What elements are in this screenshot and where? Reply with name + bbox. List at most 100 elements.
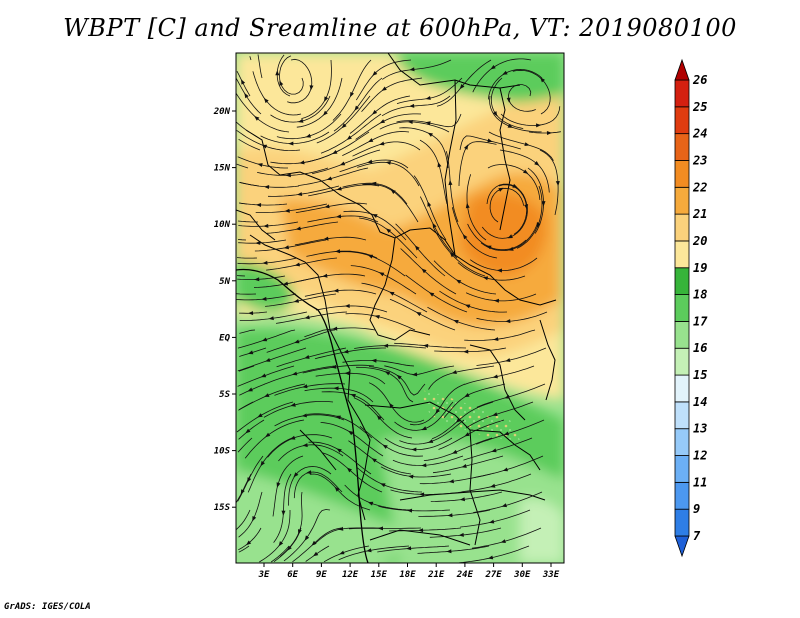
streamline-arrow — [503, 431, 510, 436]
colorbar-max-triangle — [674, 58, 690, 81]
streamline — [488, 131, 554, 161]
streamline-arrow — [334, 486, 340, 492]
streamline-arrow — [507, 123, 513, 128]
colorbar-label: 26 — [692, 73, 707, 87]
streamline — [236, 121, 250, 133]
streamline-arrow — [390, 189, 396, 194]
streamline-arrow — [502, 467, 508, 472]
streamline — [283, 509, 331, 562]
streamline-arrow — [376, 415, 382, 421]
streamline-arrow — [540, 77, 545, 83]
streamline-arrow — [313, 551, 319, 557]
streamline-arrow — [453, 320, 459, 324]
colorbar-segment — [674, 186, 690, 215]
streamline — [382, 59, 452, 80]
streamline — [236, 509, 251, 530]
lat-tick-label: 5S — [219, 390, 230, 400]
streamline — [465, 292, 537, 302]
streamline — [528, 131, 561, 134]
streamline — [306, 250, 378, 259]
colorbar-label: 16 — [693, 341, 707, 355]
streamline — [293, 471, 343, 499]
streamline-arrow — [332, 150, 338, 154]
lat-tick-label: EQ — [219, 333, 230, 343]
streamline — [357, 161, 420, 187]
streamline — [368, 366, 426, 396]
country-borders — [236, 53, 557, 546]
streamline-arrow — [381, 86, 387, 91]
streamline — [396, 77, 463, 104]
streamline — [342, 182, 408, 205]
streamline — [436, 59, 492, 107]
streamline — [304, 387, 374, 403]
streamline — [238, 365, 255, 372]
streamline — [395, 223, 446, 277]
field-speckle — [420, 390, 520, 440]
streamline-arrow — [372, 214, 378, 218]
streamline-arrow — [465, 202, 470, 209]
streamline-arrow — [371, 358, 377, 363]
streamline — [349, 95, 411, 134]
streamline-arrow — [254, 116, 260, 121]
lat-tick-label: 15N — [214, 164, 231, 174]
colorbar-segment — [674, 347, 690, 376]
streamline — [409, 383, 466, 426]
streamline-arrow — [423, 343, 429, 348]
streamline-arrow — [346, 467, 352, 473]
streamline — [270, 545, 290, 563]
streamline-arrow — [322, 273, 328, 278]
streamline-arrow — [268, 316, 274, 321]
streamline-arrow — [464, 304, 471, 309]
streamline — [322, 452, 383, 493]
streamline-arrow — [461, 464, 467, 468]
streamline-arrow — [379, 141, 385, 146]
streamline — [460, 509, 531, 528]
streamline-arrow — [366, 548, 372, 553]
streamline — [432, 455, 504, 474]
streamline-arrow — [296, 192, 303, 196]
colorbar-segment — [674, 133, 690, 161]
streamline — [236, 130, 301, 152]
streamline — [481, 203, 528, 239]
streamline — [507, 84, 536, 112]
streamline — [459, 545, 530, 563]
lon-tick-label: 18E — [399, 570, 416, 580]
streamline — [237, 275, 286, 281]
streamline — [384, 365, 455, 376]
streamline — [267, 434, 333, 458]
streamline — [378, 505, 451, 512]
streamline-arrow — [254, 277, 260, 282]
streamline — [472, 58, 532, 93]
streamline-arrow — [344, 371, 350, 376]
streamline-arrow — [496, 268, 502, 273]
streamline — [344, 484, 411, 511]
streamline — [237, 347, 307, 372]
streamline — [302, 364, 375, 374]
streamline-arrow — [262, 260, 268, 265]
streamline — [238, 221, 299, 227]
streamline — [259, 510, 291, 563]
streamline — [476, 419, 545, 445]
streamline — [306, 413, 373, 439]
streamline — [469, 257, 538, 271]
colorbar: 7 9 11 12 13 14 15 16 17 18 19 20 21 22 23 24 25 26 — [674, 58, 708, 558]
streamline-arrow — [302, 443, 308, 448]
streamline-arrow — [447, 513, 453, 518]
streamline — [451, 207, 498, 259]
streamline — [423, 437, 493, 461]
streamline-arrow — [427, 439, 434, 443]
streamline — [389, 298, 456, 331]
streamline — [512, 69, 551, 115]
colorbar-segment — [674, 508, 690, 537]
streamline-arrow — [241, 79, 246, 85]
streamline-arrow — [257, 413, 263, 418]
streamline-arrow — [459, 497, 465, 502]
streamline-arrow — [502, 70, 508, 75]
streamline — [476, 347, 547, 366]
streamline — [236, 93, 290, 133]
streamline-arrow — [374, 315, 380, 319]
lon-tick-label: 30E — [513, 570, 531, 580]
streamline — [338, 545, 410, 561]
streamline-arrow — [419, 492, 425, 497]
colorbar-min-triangle — [674, 535, 690, 558]
